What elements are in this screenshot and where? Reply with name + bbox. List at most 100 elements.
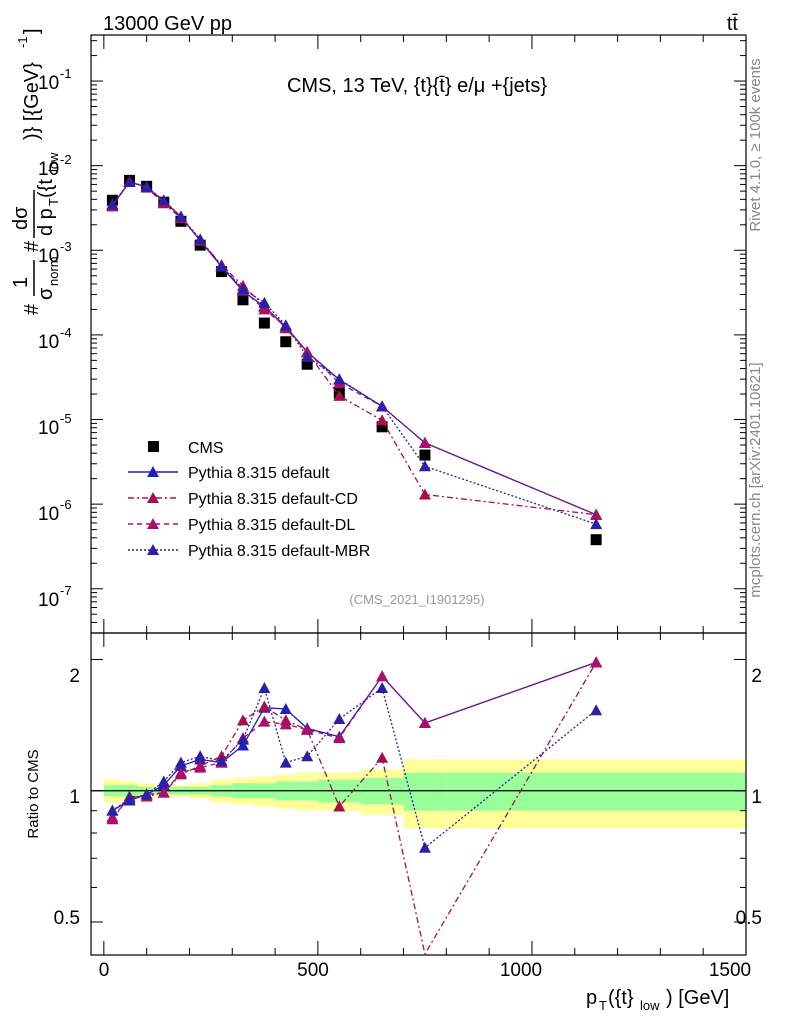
point-dl: [590, 508, 603, 520]
ratio-point-mbr: [258, 682, 271, 694]
mcplots-label: mcplots.cern.ch [arXiv:2401.10621]: [747, 362, 764, 597]
xlabel-mid: ({t}: [608, 987, 634, 1009]
ytick-label-7: 10 -7: [38, 583, 72, 611]
legend-item-cd: Pythia 8.315 default-CD: [128, 491, 358, 508]
ratio-point-mbr: [376, 682, 389, 694]
rtick-right-1: 1: [751, 787, 762, 808]
svg-text:-7: -7: [60, 583, 72, 598]
point-mbr: [215, 260, 228, 272]
legend-item-dl: Pythia 8.315 default-DL: [128, 517, 355, 534]
data-point-cms: [280, 336, 292, 348]
svg-text:10: 10: [38, 332, 59, 353]
rivet-label: Rivet 4.1.0, ≥ 100k events: [747, 58, 764, 231]
ratio-point-dl: [590, 656, 603, 668]
point-cd: [418, 488, 431, 500]
point-mbr: [140, 180, 153, 192]
point-mbr: [418, 460, 431, 472]
legend-item-mbr: Pythia 8.315 default-MBR: [128, 543, 370, 560]
xlabel: p T ({t} low ) [GeV]: [586, 987, 729, 1013]
legend-item-default: Pythia 8.315 default: [128, 465, 330, 482]
svg-text:Pythia 8.315 default-DL: Pythia 8.315 default-DL: [188, 517, 355, 534]
ratio-point-cd: [333, 800, 346, 812]
ylabel-hash1: #: [21, 303, 43, 315]
point-dl: [258, 303, 271, 315]
point-mbr: [590, 518, 603, 530]
point-mbr: [123, 176, 136, 188]
point-mbr: [157, 194, 170, 206]
series-line-cd: [111, 180, 597, 516]
svg-text:Pythia 8.315 default-CD: Pythia 8.315 default-CD: [188, 491, 358, 508]
svg-text:-6: -6: [60, 497, 72, 512]
xlabel-T: T: [599, 998, 607, 1013]
ylabel-low: low: [46, 152, 61, 172]
ratio-point-mbr: [157, 775, 170, 787]
svg-text:CMS: CMS: [188, 440, 224, 457]
ratio-point-dl: [418, 716, 431, 728]
ratio-line-cd: [111, 661, 597, 956]
data-point-cms: [258, 317, 270, 329]
chart-title: CMS, 13 TeV, {t}{t̄} e/μ +{jets}: [287, 75, 547, 97]
point-mbr: [376, 400, 389, 412]
series-line-default: [111, 181, 597, 516]
analysis-label: (CMS_2021_I1901295): [349, 592, 484, 607]
xlabel-end: ) [GeV]: [666, 987, 729, 1009]
xtick-label-0: 0: [99, 960, 110, 981]
ratio-point-default: [236, 739, 249, 751]
chart-marks: [90, 34, 747, 956]
series-line-dl: [111, 181, 597, 516]
ratio-point-cd: [236, 714, 249, 726]
ratio-point-mbr: [279, 756, 292, 768]
ratio-point-default: [279, 702, 292, 714]
svg-text:-1: -1: [60, 66, 72, 81]
xtick-labels: 0 500 1000 1500: [99, 960, 751, 981]
svg-text:10: 10: [38, 590, 59, 611]
band-inner-bin-13: [403, 772, 447, 811]
ytick-label-1: 10 -1: [38, 66, 72, 94]
ratio-point-mbr: [194, 750, 207, 762]
data-point-cms: [301, 358, 313, 370]
legend: CMS Pythia 8.315 default Pythia 8.315 de…: [128, 440, 370, 560]
point-mbr: [174, 210, 187, 222]
ratio-point-dl: [194, 761, 207, 773]
ratio-point-cd: [376, 751, 389, 763]
ylabel-close: ]: [21, 28, 43, 34]
ratio-point-dl: [301, 723, 314, 735]
point-mbr: [279, 319, 292, 331]
rtick-left-05: 0.5: [54, 908, 80, 929]
ylabel-one: 1: [10, 277, 32, 288]
svg-text:10: 10: [38, 73, 59, 94]
top-ytick-labels: 10 -1 10 -2 10 -3 10 -4 10 -5 10 -6 10 -7: [38, 66, 72, 611]
legend-item-cms: CMS: [148, 440, 224, 457]
ytick-label-6: 10 -6: [38, 497, 72, 525]
xlabel-p: p: [586, 987, 597, 1009]
data-point-cms: [237, 294, 249, 306]
ytick-label-3: 10 -3: [38, 239, 72, 267]
ratio-panel-frame: [90, 632, 747, 956]
beam-label: 13000 GeV pp: [103, 13, 232, 35]
ylabel-sigma: σ: [35, 287, 57, 300]
top-ylabel: # 1 σ norm # dσ d p T ({t low )} [{GeV} …: [10, 28, 61, 315]
rtick-left-1: 1: [69, 787, 80, 808]
ylabel-exp: -1: [15, 36, 30, 48]
xtick-label-1000: 1000: [500, 960, 542, 981]
rtick-right-2: 2: [751, 666, 762, 687]
ratio-point-mbr: [174, 756, 187, 768]
svg-text:-2: -2: [60, 152, 72, 167]
point-dl: [418, 436, 431, 448]
ytick-label-4: 10 -4: [38, 325, 72, 353]
series-line-mbr: [111, 181, 597, 525]
legend-marker-mbr: [147, 544, 159, 555]
ratio-point-dl: [174, 766, 187, 778]
ratio-point-dl: [376, 670, 389, 682]
ratio-ylabel: Ratio to CMS: [25, 749, 42, 838]
point-mbr: [106, 198, 119, 210]
ratio-point-dl: [333, 732, 346, 744]
point-mbr: [258, 296, 271, 308]
ytick-label-5: 10 -5: [38, 411, 72, 439]
ratio-line-dl: [111, 661, 597, 818]
data-point-cms: [376, 421, 388, 433]
data-point-cms: [419, 449, 431, 461]
xtick-label-1500: 1500: [709, 960, 751, 981]
point-mbr: [333, 373, 346, 385]
